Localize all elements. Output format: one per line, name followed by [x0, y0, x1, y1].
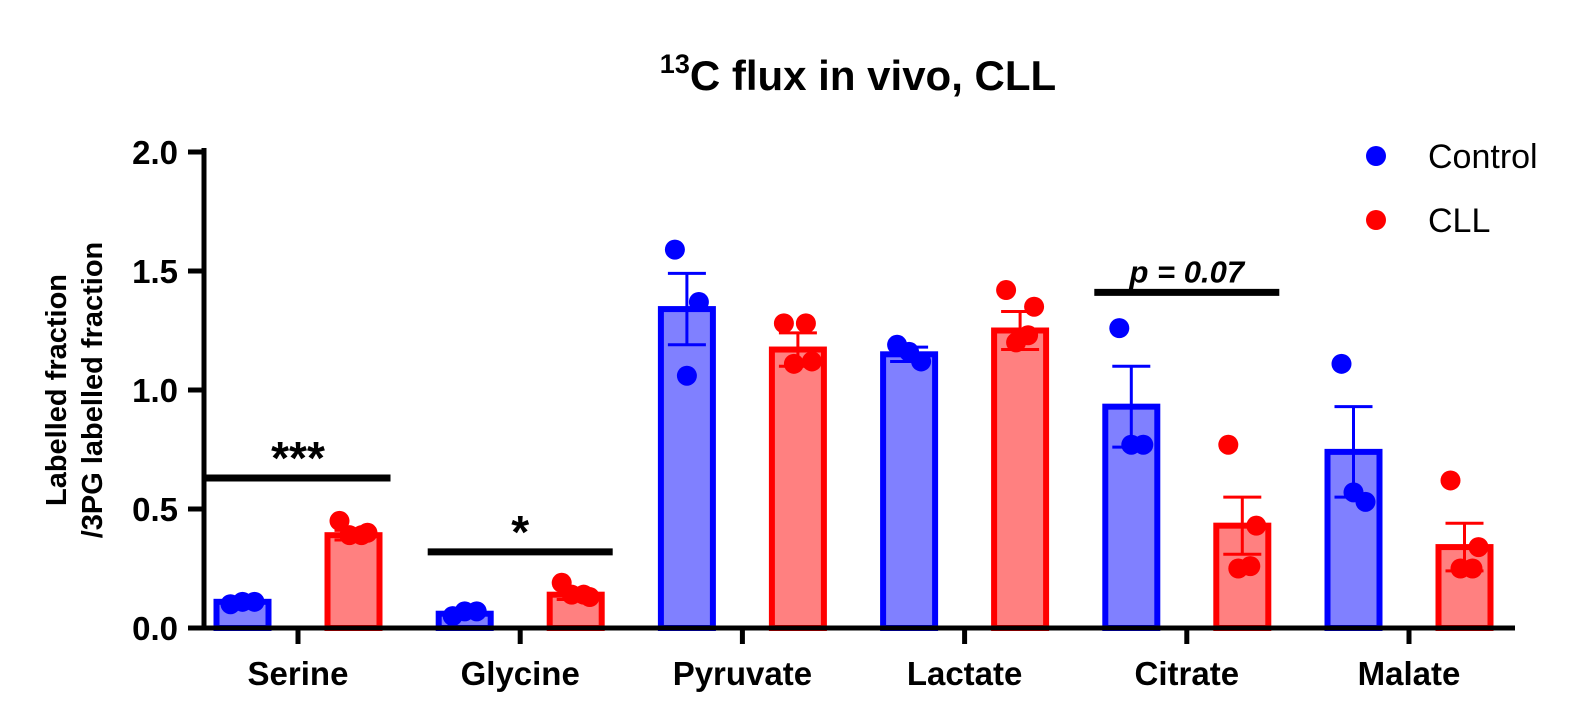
- data-point-cll: [773, 313, 794, 334]
- y-tick-label: 0.0: [132, 610, 178, 647]
- data-point-cll: [1440, 470, 1461, 491]
- x-tick-label: Pyruvate: [673, 655, 812, 692]
- legend-marker-control: [1366, 146, 1386, 166]
- data-point-control: [899, 341, 920, 362]
- data-point-cll: [1018, 325, 1039, 346]
- bar-control: [657, 306, 716, 631]
- y-axis-label: Labelled fraction /3PG labelled fraction: [41, 242, 109, 539]
- bars-layer: [213, 306, 1494, 632]
- y-tick-label: 1.5: [132, 253, 178, 290]
- data-point-cll: [1246, 515, 1267, 536]
- y-axis-label-line2: /3PG labelled fraction: [77, 242, 109, 539]
- data-point-cll: [351, 525, 372, 546]
- data-point-control: [688, 291, 709, 312]
- y-axis: 0.0 0.5 1.0 1.5 2.0: [132, 134, 204, 647]
- bar-control: [880, 351, 939, 631]
- data-point-cll: [329, 510, 350, 531]
- data-point-control: [232, 591, 253, 612]
- x-tick-label: Serine: [248, 655, 349, 692]
- x-tick-label: Lactate: [907, 655, 1023, 692]
- legend-label-cll: CLL: [1428, 202, 1490, 240]
- data-point-cll: [801, 351, 822, 372]
- data-point-cll: [1468, 537, 1489, 558]
- data-point-control: [1343, 482, 1364, 503]
- x-tick-label: Glycine: [461, 655, 580, 692]
- data-point-control: [676, 365, 697, 386]
- y-axis-label-line1: Labelled fraction: [41, 274, 73, 506]
- data-point-cll: [996, 280, 1017, 301]
- data-point-cll: [1240, 556, 1261, 577]
- error-bars-layer: [223, 271, 1484, 618]
- data-point-control: [1121, 434, 1142, 455]
- x-axis: Serine Glycine Pyruvate Lactate Citrate Malat…: [248, 628, 1461, 692]
- y-tick-label: 1.0: [132, 372, 178, 409]
- bar-cll: [991, 327, 1050, 631]
- x-tick-label: Citrate: [1135, 655, 1240, 692]
- x-tick-label: Malate: [1358, 655, 1461, 692]
- legend-marker-cll: [1366, 210, 1386, 230]
- data-point-cll: [1218, 434, 1239, 455]
- significance-label: *: [511, 506, 529, 558]
- data-point-cll: [1024, 296, 1045, 317]
- y-tick-label: 2.0: [132, 134, 178, 171]
- significance-label: p = 0.07: [1128, 254, 1245, 289]
- data-point-cll: [573, 584, 594, 605]
- title-main: C flux in vivo, CLL: [690, 52, 1056, 99]
- y-tick-label: 0.5: [132, 491, 178, 528]
- legend-label-control: Control: [1428, 138, 1538, 176]
- data-point-control: [1331, 353, 1352, 374]
- data-point-control: [454, 601, 475, 622]
- bar-cll: [324, 532, 383, 631]
- title-superscript: 13: [660, 49, 690, 79]
- data-points-layer: [220, 239, 1489, 627]
- data-point-cll: [795, 313, 816, 334]
- data-point-cll: [783, 353, 804, 374]
- chart-title: 13C flux in vivo, CLL: [660, 49, 1056, 99]
- data-point-cll: [1462, 558, 1483, 579]
- legend: Control CLL: [1366, 138, 1538, 240]
- data-point-control: [664, 239, 685, 260]
- significance-layer: ****p = 0.07: [205, 254, 1280, 558]
- data-point-control: [1109, 318, 1130, 339]
- significance-label: ***: [271, 432, 325, 484]
- bar-cll: [768, 346, 827, 631]
